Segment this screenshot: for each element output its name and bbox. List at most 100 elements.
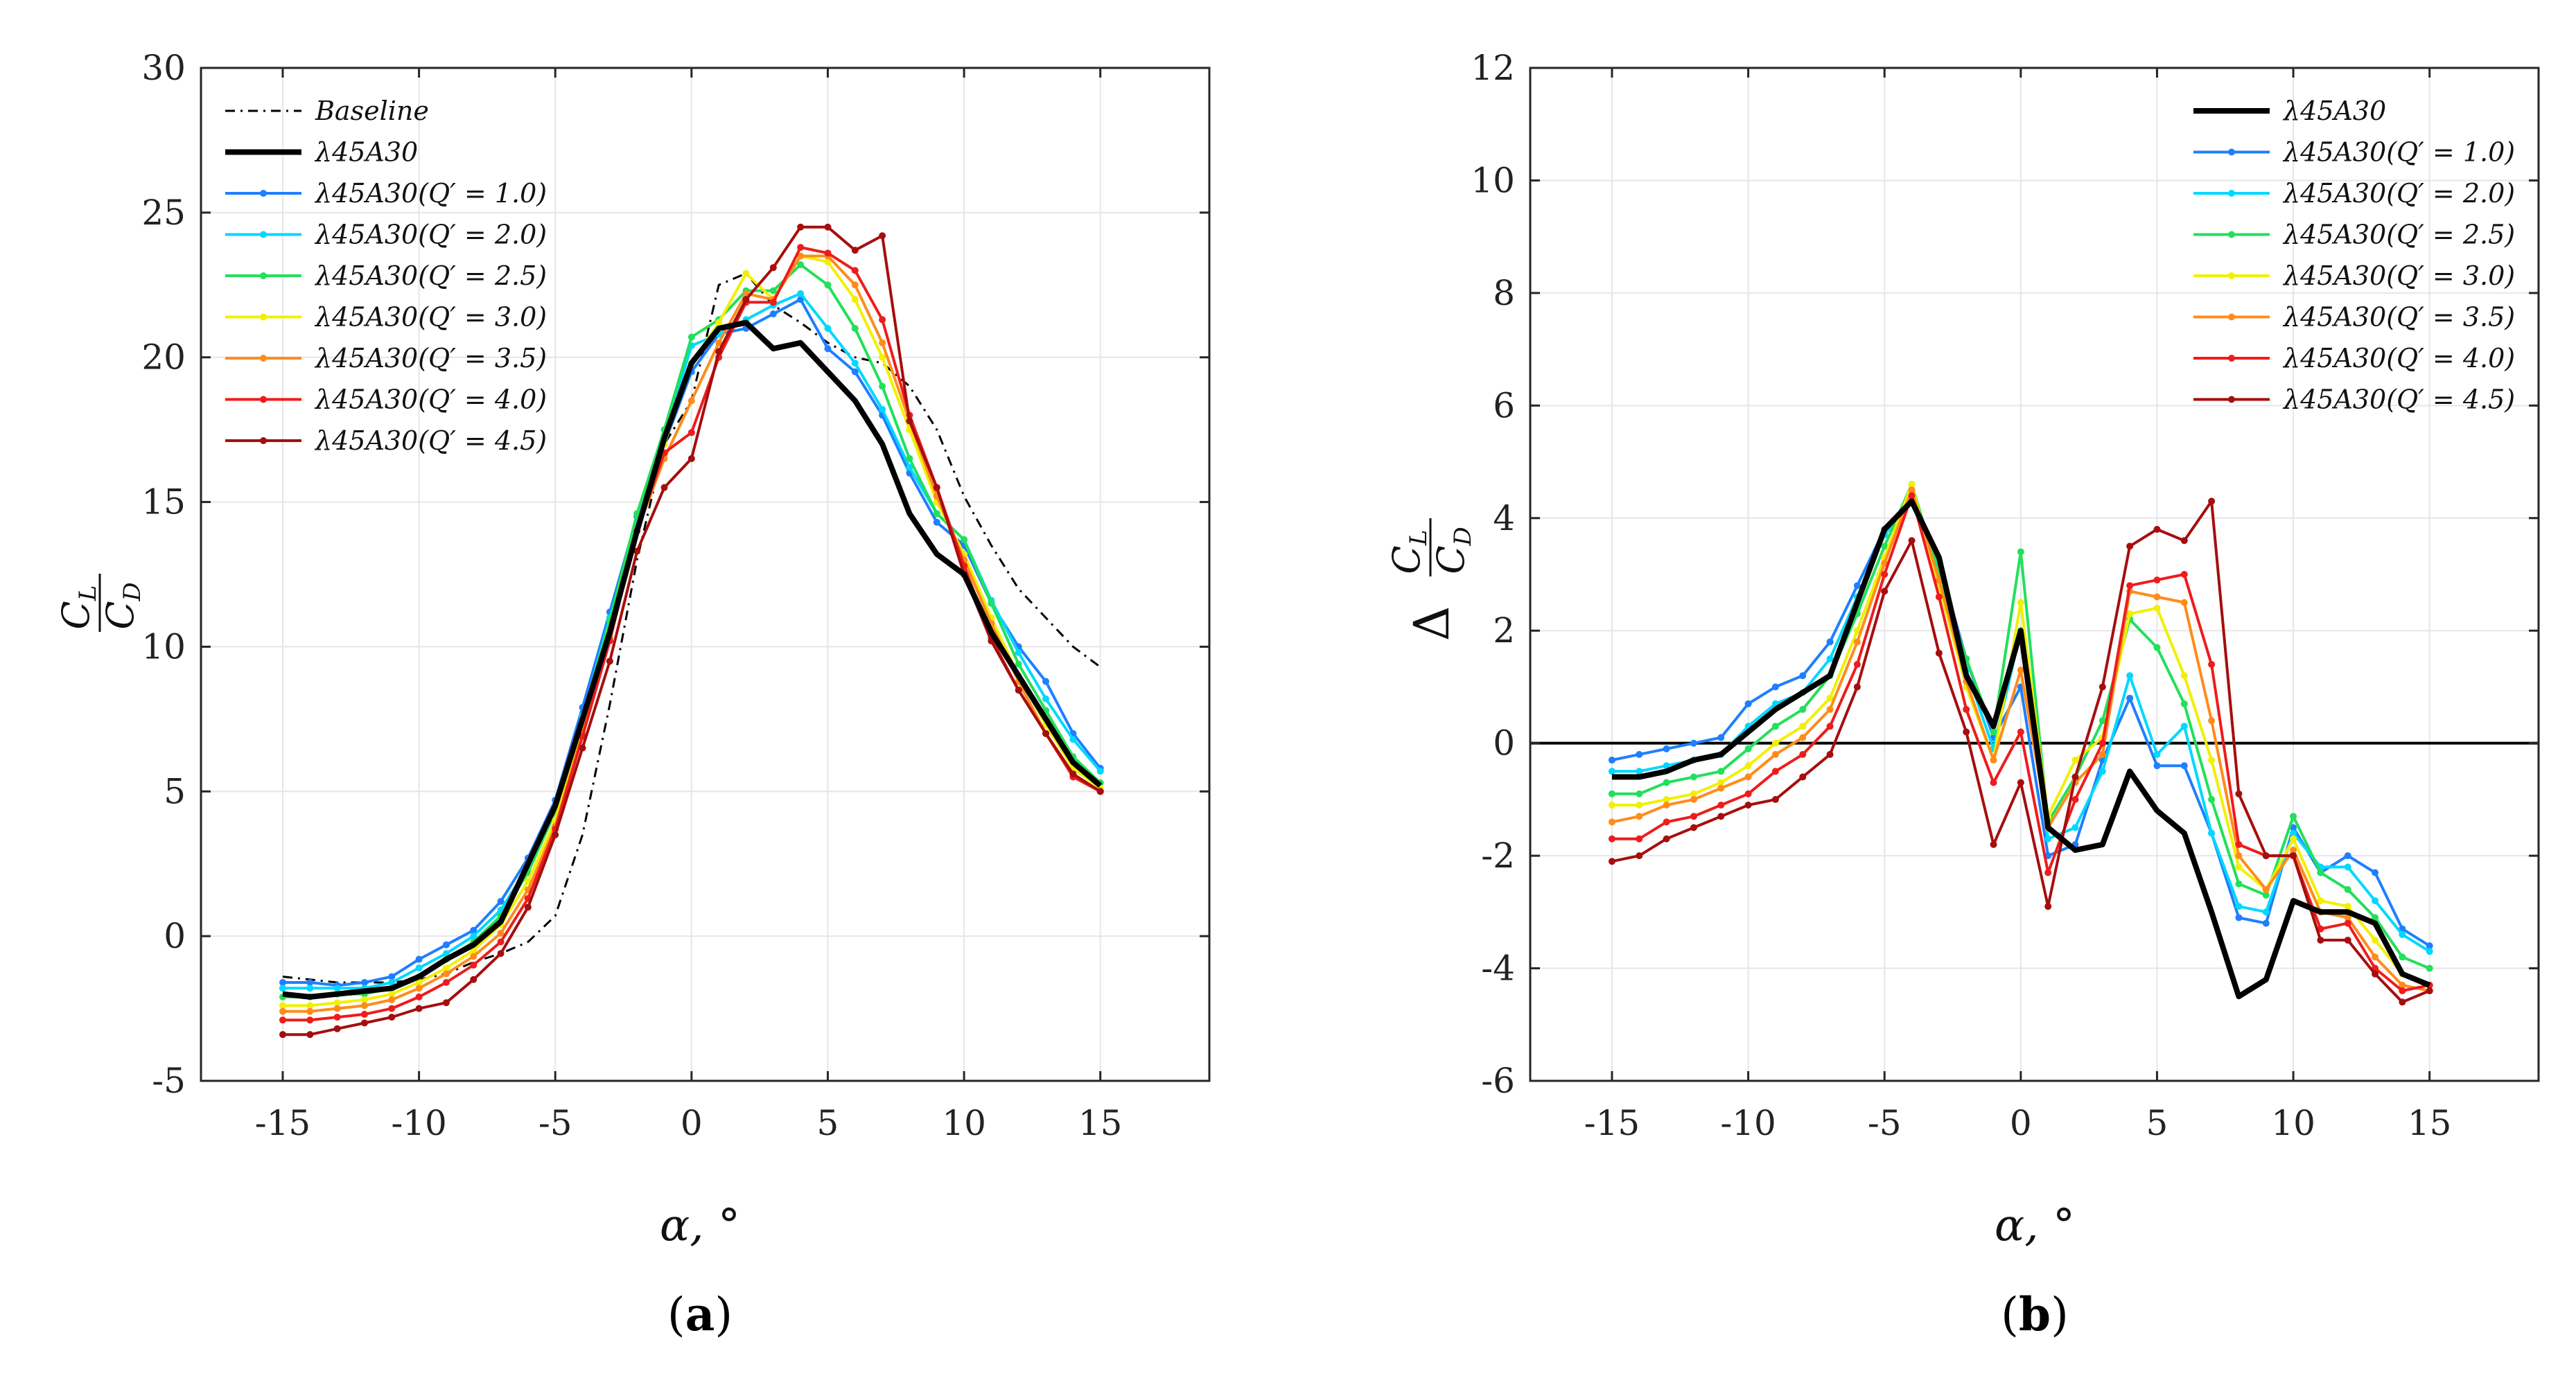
y-tick-label: 10 [1471, 160, 1515, 200]
data-point [2344, 852, 2351, 860]
data-point [1826, 638, 1834, 646]
data-point [524, 903, 532, 911]
data-point [879, 353, 886, 361]
data-point [1608, 790, 1615, 797]
data-point [1663, 802, 1670, 809]
data-point [2126, 543, 2134, 550]
data-point [333, 1014, 341, 1021]
data-point [1717, 802, 1725, 809]
data-point [2317, 869, 2324, 876]
panel-b-caption: (b) [2001, 1287, 2069, 1341]
data-point [2099, 750, 2106, 758]
data-point [2180, 723, 2188, 730]
panel-b-ylabel-num-sub: L [1405, 530, 1432, 547]
data-point [1935, 649, 1943, 657]
data-point [2344, 903, 2351, 910]
data-point [306, 985, 314, 992]
data-point [1636, 852, 1643, 860]
data-point [797, 243, 805, 251]
data-point [579, 744, 586, 752]
data-point [824, 324, 832, 332]
legend-label: λ45A30(Q′ = 1.0) [2282, 137, 2515, 168]
data-point [851, 267, 859, 274]
data-point [1771, 768, 1779, 775]
legend-item: Baseline [225, 96, 429, 126]
legend-label: λ45A30(Q′ = 2.5) [314, 261, 547, 291]
data-point [388, 1005, 396, 1012]
data-point [1744, 762, 1752, 770]
data-point [1908, 486, 1916, 494]
data-point [2099, 717, 2106, 725]
legend-label: λ45A30(Q′ = 3.0) [2282, 261, 2515, 291]
legend-item: λ45A30 [2193, 96, 2386, 126]
x-tick-label: 0 [2010, 1103, 2032, 1143]
data-point [2180, 537, 2188, 545]
data-point [2372, 970, 2379, 978]
data-point [2017, 667, 2024, 674]
y-tick-label: -6 [1481, 1061, 1515, 1101]
x-tick-label: 10 [2271, 1103, 2315, 1143]
data-point [851, 368, 859, 376]
data-point [1853, 638, 1861, 646]
data-point [279, 1031, 286, 1039]
data-point [2235, 903, 2243, 910]
data-point [306, 1007, 314, 1015]
data-point [2126, 582, 2134, 590]
data-point [797, 252, 805, 260]
data-point [1096, 768, 1104, 775]
data-point [2017, 779, 2024, 786]
data-point [1636, 790, 1643, 797]
data-point [2153, 604, 2161, 612]
data-point [851, 324, 859, 332]
data-point [1690, 739, 1697, 747]
x-tick-label: 15 [1078, 1103, 1123, 1143]
data-point [2044, 869, 2052, 876]
data-point [1744, 802, 1752, 809]
data-point [2153, 526, 2161, 533]
panel-b-axes-box [1529, 67, 2540, 1082]
data-point [769, 264, 777, 272]
data-point [1799, 750, 1807, 758]
data-point [879, 405, 886, 413]
data-point [333, 1025, 341, 1032]
data-point [1799, 723, 1807, 730]
data-point [1826, 694, 1834, 702]
data-point [415, 1005, 423, 1012]
data-point [1663, 795, 1670, 803]
data-point [1663, 835, 1670, 843]
data-point [360, 996, 368, 1004]
data-point [687, 429, 695, 436]
data-point [388, 1014, 396, 1021]
data-point [2344, 914, 2351, 921]
data-point [1826, 750, 1834, 758]
data-point [1663, 762, 1670, 770]
data-point [388, 978, 396, 986]
data-point [2235, 914, 2243, 921]
data-point [824, 249, 832, 257]
x-tick-label: -5 [538, 1103, 572, 1143]
data-point [2399, 930, 2406, 938]
panel-a-caption: (a) [667, 1287, 733, 1341]
panel-a: -15 -10 -5 0 5 10 15 -5 0 5 10 15 20 25 30 Baseline λ45… [54, 48, 1211, 1341]
data-point [2071, 757, 2079, 764]
data-point [1608, 768, 1615, 775]
panel-b-ylabel-den-sub: D [1449, 527, 1477, 546]
data-point [1015, 649, 1022, 656]
panel-b-ylabel-num: C [1385, 545, 1428, 574]
panel-b-ylabel-den: C [1429, 545, 1473, 574]
legend-label: λ45A30(Q′ = 2.0) [2282, 178, 2515, 209]
legend-item: λ45A30(Q′ = 2.0) [225, 220, 547, 250]
data-point [442, 950, 450, 958]
panel-b-legend: λ45A30 λ45A30(Q′ = 1.0) λ45A30(Q′ = 2.0) λ4… [2193, 96, 2515, 415]
data-point [1799, 705, 1807, 713]
x-tick-label: -15 [255, 1103, 311, 1143]
x-tick-label: 5 [2146, 1103, 2168, 1143]
data-point [606, 658, 613, 665]
data-point [497, 938, 505, 946]
legend-item: λ45A30(Q′ = 2.5) [2193, 220, 2515, 250]
data-point [2344, 936, 2351, 944]
data-point [2290, 835, 2297, 843]
y-tick-label: 8 [1493, 273, 1515, 313]
data-point [1636, 750, 1643, 758]
data-point [2126, 672, 2134, 680]
